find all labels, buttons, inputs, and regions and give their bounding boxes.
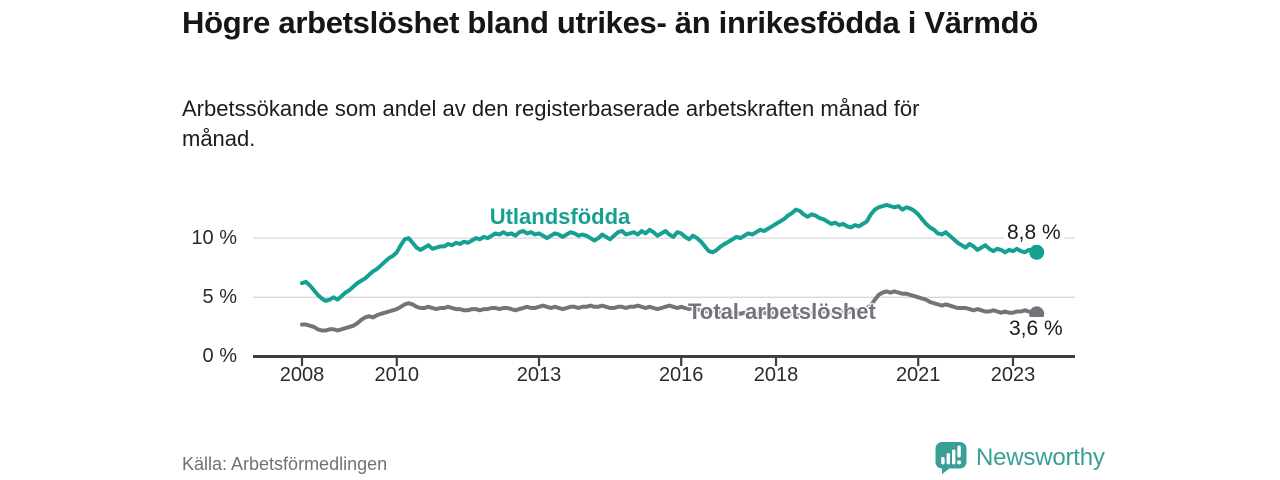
newsworthy-bar-chart-icon: [935, 442, 967, 475]
source-note: Källa: Arbetsförmedlingen: [182, 454, 388, 474]
end-value-total-arbetsloshet: 3,6 %: [1006, 317, 1066, 341]
series-line-1: [300, 289, 1039, 333]
series-end-dot-0: [1029, 244, 1045, 260]
x-tick-label: 2018: [753, 364, 799, 386]
chart-title: Högre arbetslöshet bland utrikes- än inr…: [182, 5, 1038, 40]
series-label-total-arbetsloshet: Total arbetslöshet: [688, 299, 876, 324]
end-value-utlandsfodda: 8,8 %: [1004, 221, 1064, 245]
newsworthy-wordmark: Newsworthy: [976, 444, 1105, 471]
y-tick-label: 5 %: [202, 285, 237, 308]
x-tick-label: 2010: [374, 364, 420, 386]
y-tick-label: 10 %: [191, 226, 237, 249]
x-tick-label: 2013: [516, 364, 562, 386]
newsworthy-logo[interactable]: Newsworthy: [934, 441, 1105, 475]
x-tick-label: 2021: [895, 364, 941, 386]
x-tick-label: 2023: [990, 364, 1036, 386]
x-tick-label: 2008: [279, 364, 325, 386]
x-tick-label: 2016: [658, 364, 704, 386]
series-label-utlandsfodda: Utlandsfödda: [489, 204, 631, 229]
chart-subtitle: Arbetssökande som andel av den registerb…: [182, 96, 920, 151]
y-tick-label: 0 %: [202, 345, 237, 367]
series-line-0: [300, 202, 1039, 303]
